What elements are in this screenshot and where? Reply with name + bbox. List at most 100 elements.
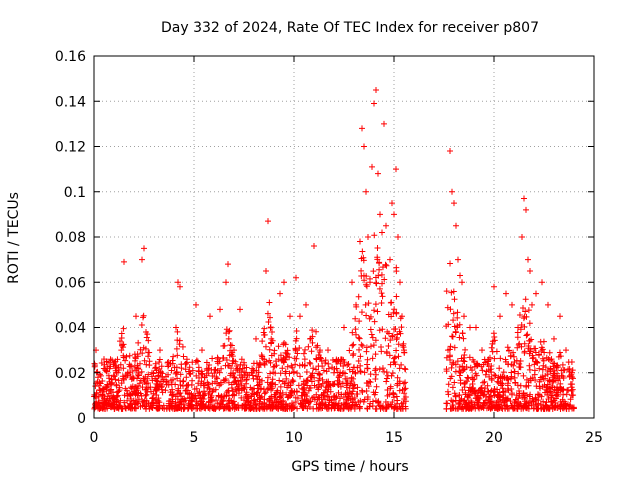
data-point — [293, 388, 300, 395]
data-point — [356, 335, 363, 342]
data-point — [543, 399, 550, 406]
data-point — [293, 274, 299, 281]
data-point — [488, 377, 495, 384]
data-point — [303, 378, 310, 385]
data-point — [178, 393, 185, 400]
data-point — [393, 268, 400, 275]
data-point — [456, 391, 463, 398]
data-point — [353, 303, 360, 310]
data-point — [128, 385, 135, 392]
data-point — [363, 273, 370, 280]
data-point — [353, 331, 360, 338]
data-point — [258, 393, 265, 400]
data-point — [363, 281, 370, 288]
data-point — [536, 378, 543, 385]
data-point — [546, 349, 553, 356]
data-point — [570, 405, 577, 412]
data-point — [528, 402, 535, 409]
data-point — [179, 343, 186, 350]
data-point — [99, 405, 106, 412]
data-point — [402, 379, 409, 386]
data-point — [447, 306, 454, 313]
data-point — [186, 364, 193, 371]
data-point — [145, 337, 152, 344]
data-point — [132, 391, 139, 398]
data-point — [310, 365, 317, 372]
data-point — [374, 308, 381, 315]
data-point — [325, 360, 332, 367]
data-point — [266, 346, 273, 353]
data-point — [140, 344, 147, 351]
data-point — [172, 370, 179, 377]
data-point — [491, 371, 498, 378]
data-point — [299, 361, 306, 368]
data-point — [117, 397, 124, 404]
data-point — [556, 349, 563, 356]
data-point — [141, 245, 147, 252]
data-point — [307, 373, 314, 380]
data-point — [318, 358, 325, 365]
data-point — [193, 385, 200, 392]
data-point — [277, 383, 284, 390]
data-point — [367, 343, 374, 350]
data-point — [445, 391, 452, 398]
data-point — [393, 309, 400, 316]
data-point — [250, 375, 257, 382]
data-point — [372, 301, 379, 308]
data-point — [327, 382, 334, 389]
data-point — [495, 391, 502, 398]
data-point — [139, 350, 146, 357]
data-point — [376, 266, 383, 273]
data-point — [164, 379, 171, 386]
data-point — [187, 401, 194, 408]
data-point — [460, 398, 467, 405]
data-point — [323, 368, 330, 375]
data-point — [243, 376, 250, 383]
data-point — [460, 354, 467, 361]
data-point — [253, 405, 260, 412]
data-point — [119, 342, 126, 349]
data-point — [527, 397, 534, 404]
x-tick-label: 0 — [90, 430, 99, 446]
data-point — [258, 352, 265, 359]
data-point — [377, 211, 383, 218]
data-point — [153, 405, 160, 412]
data-point — [386, 391, 393, 398]
data-point — [334, 402, 341, 409]
data-point — [461, 351, 468, 358]
data-point — [394, 382, 401, 389]
data-point — [139, 256, 145, 263]
data-point — [511, 405, 518, 412]
data-point — [532, 358, 539, 365]
data-point — [387, 337, 394, 344]
data-point — [295, 382, 302, 389]
data-point — [478, 363, 485, 370]
data-point — [505, 376, 512, 383]
data-point — [461, 366, 468, 373]
data-point — [292, 337, 299, 344]
data-point — [492, 372, 499, 379]
data-point — [263, 267, 269, 274]
data-point — [254, 396, 261, 403]
data-point — [343, 375, 350, 382]
data-point — [201, 388, 208, 395]
data-point — [373, 280, 380, 287]
data-point — [468, 405, 475, 412]
data-point — [510, 349, 517, 356]
data-point — [165, 371, 172, 378]
data-point — [387, 361, 394, 368]
data-point — [505, 347, 512, 354]
data-point — [567, 381, 574, 388]
data-point — [331, 402, 338, 409]
data-point — [568, 358, 575, 365]
data-point — [107, 387, 113, 394]
data-point — [335, 400, 342, 407]
data-point — [349, 342, 356, 349]
data-point — [174, 375, 181, 382]
data-point — [178, 361, 185, 368]
data-point — [280, 397, 287, 404]
data-point — [525, 307, 532, 314]
data-point — [474, 360, 481, 367]
data-point — [211, 403, 218, 410]
data-point — [120, 376, 127, 383]
